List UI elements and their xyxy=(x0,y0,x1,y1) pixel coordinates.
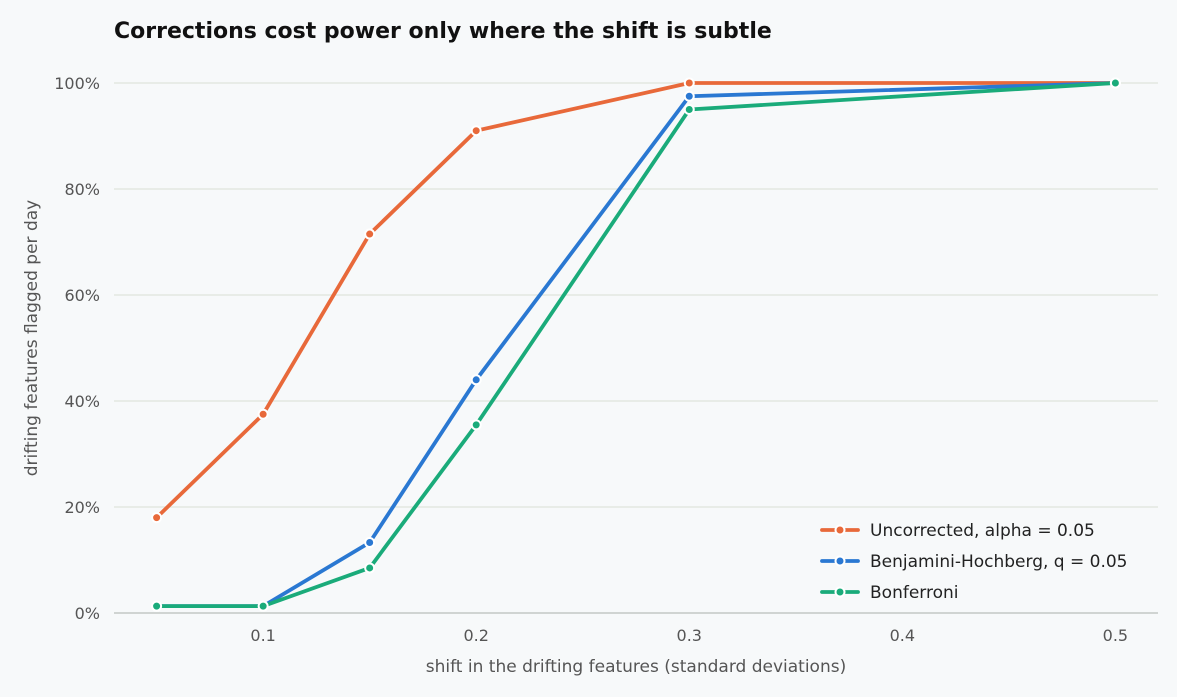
data-point-uncorrected-alpha-0-05 xyxy=(683,77,695,89)
legend: Uncorrected, alpha = 0.05 Benjamini-Hochb… xyxy=(820,521,1128,603)
legend-item: Bonferroni xyxy=(820,583,959,603)
grid xyxy=(114,82,1158,508)
chart-title: Corrections cost power only where the sh… xyxy=(114,19,772,44)
data-point-bonferroni xyxy=(683,104,695,115)
data-point-uncorrected-alpha-0-05 xyxy=(470,125,482,137)
data-point-benjamini-hochberg-q-0-05 xyxy=(683,90,695,102)
data-point-uncorrected-alpha-0-05 xyxy=(151,512,163,524)
series-layer xyxy=(151,77,1121,612)
y-tick-label: 20% xyxy=(64,498,100,517)
series-bonferroni xyxy=(151,77,1121,612)
data-point-uncorrected-alpha-0-05 xyxy=(364,228,376,240)
x-axis-label: shift in the drifting features (standard… xyxy=(426,657,846,677)
y-tick-label: 80% xyxy=(64,180,100,199)
y-tick-label: 0% xyxy=(75,604,100,623)
y-tick-label: 40% xyxy=(64,392,100,411)
legend-label: Bonferroni xyxy=(870,583,959,603)
x-tick-label: 0.2 xyxy=(463,626,488,645)
legend-marker xyxy=(834,586,846,598)
y-axis-label: drifting features flagged per day xyxy=(22,200,42,476)
data-point-bonferroni xyxy=(364,562,376,574)
y-tick-label: 100% xyxy=(54,74,100,93)
data-point-benjamini-hochberg-q-0-05 xyxy=(364,537,376,549)
data-point-benjamini-hochberg-q-0-05 xyxy=(470,374,482,386)
data-point-bonferroni xyxy=(257,600,269,612)
x-tick-label: 0.5 xyxy=(1103,626,1128,645)
series-line-bonferroni xyxy=(154,81,1118,609)
x-tick-label: 0.1 xyxy=(250,626,275,645)
legend-item: Benjamini-Hochberg, q = 0.05 xyxy=(820,552,1128,572)
legend-item: Uncorrected, alpha = 0.05 xyxy=(820,521,1095,541)
data-point-bonferroni xyxy=(1109,77,1121,89)
legend-marker xyxy=(834,555,846,567)
x-tick-label: 0.4 xyxy=(890,626,915,645)
legend-marker xyxy=(834,524,846,536)
series-uncorrected-alpha-0-05 xyxy=(151,77,1121,524)
y-tick-label: 60% xyxy=(64,286,100,305)
y-tick-labels: 0% 20% 40% 60% 80% 100% xyxy=(54,74,100,623)
x-tick-labels: 0.1 0.2 0.3 0.4 0.5 xyxy=(250,626,1128,645)
legend-label: Benjamini-Hochberg, q = 0.05 xyxy=(870,552,1128,572)
data-point-bonferroni xyxy=(151,600,163,612)
data-point-bonferroni xyxy=(470,419,482,431)
legend-label: Uncorrected, alpha = 0.05 xyxy=(870,521,1095,541)
x-tick-label: 0.3 xyxy=(677,626,702,645)
series-line-uncorrected-alpha-0-05 xyxy=(154,81,1118,520)
data-point-uncorrected-alpha-0-05 xyxy=(257,408,269,420)
